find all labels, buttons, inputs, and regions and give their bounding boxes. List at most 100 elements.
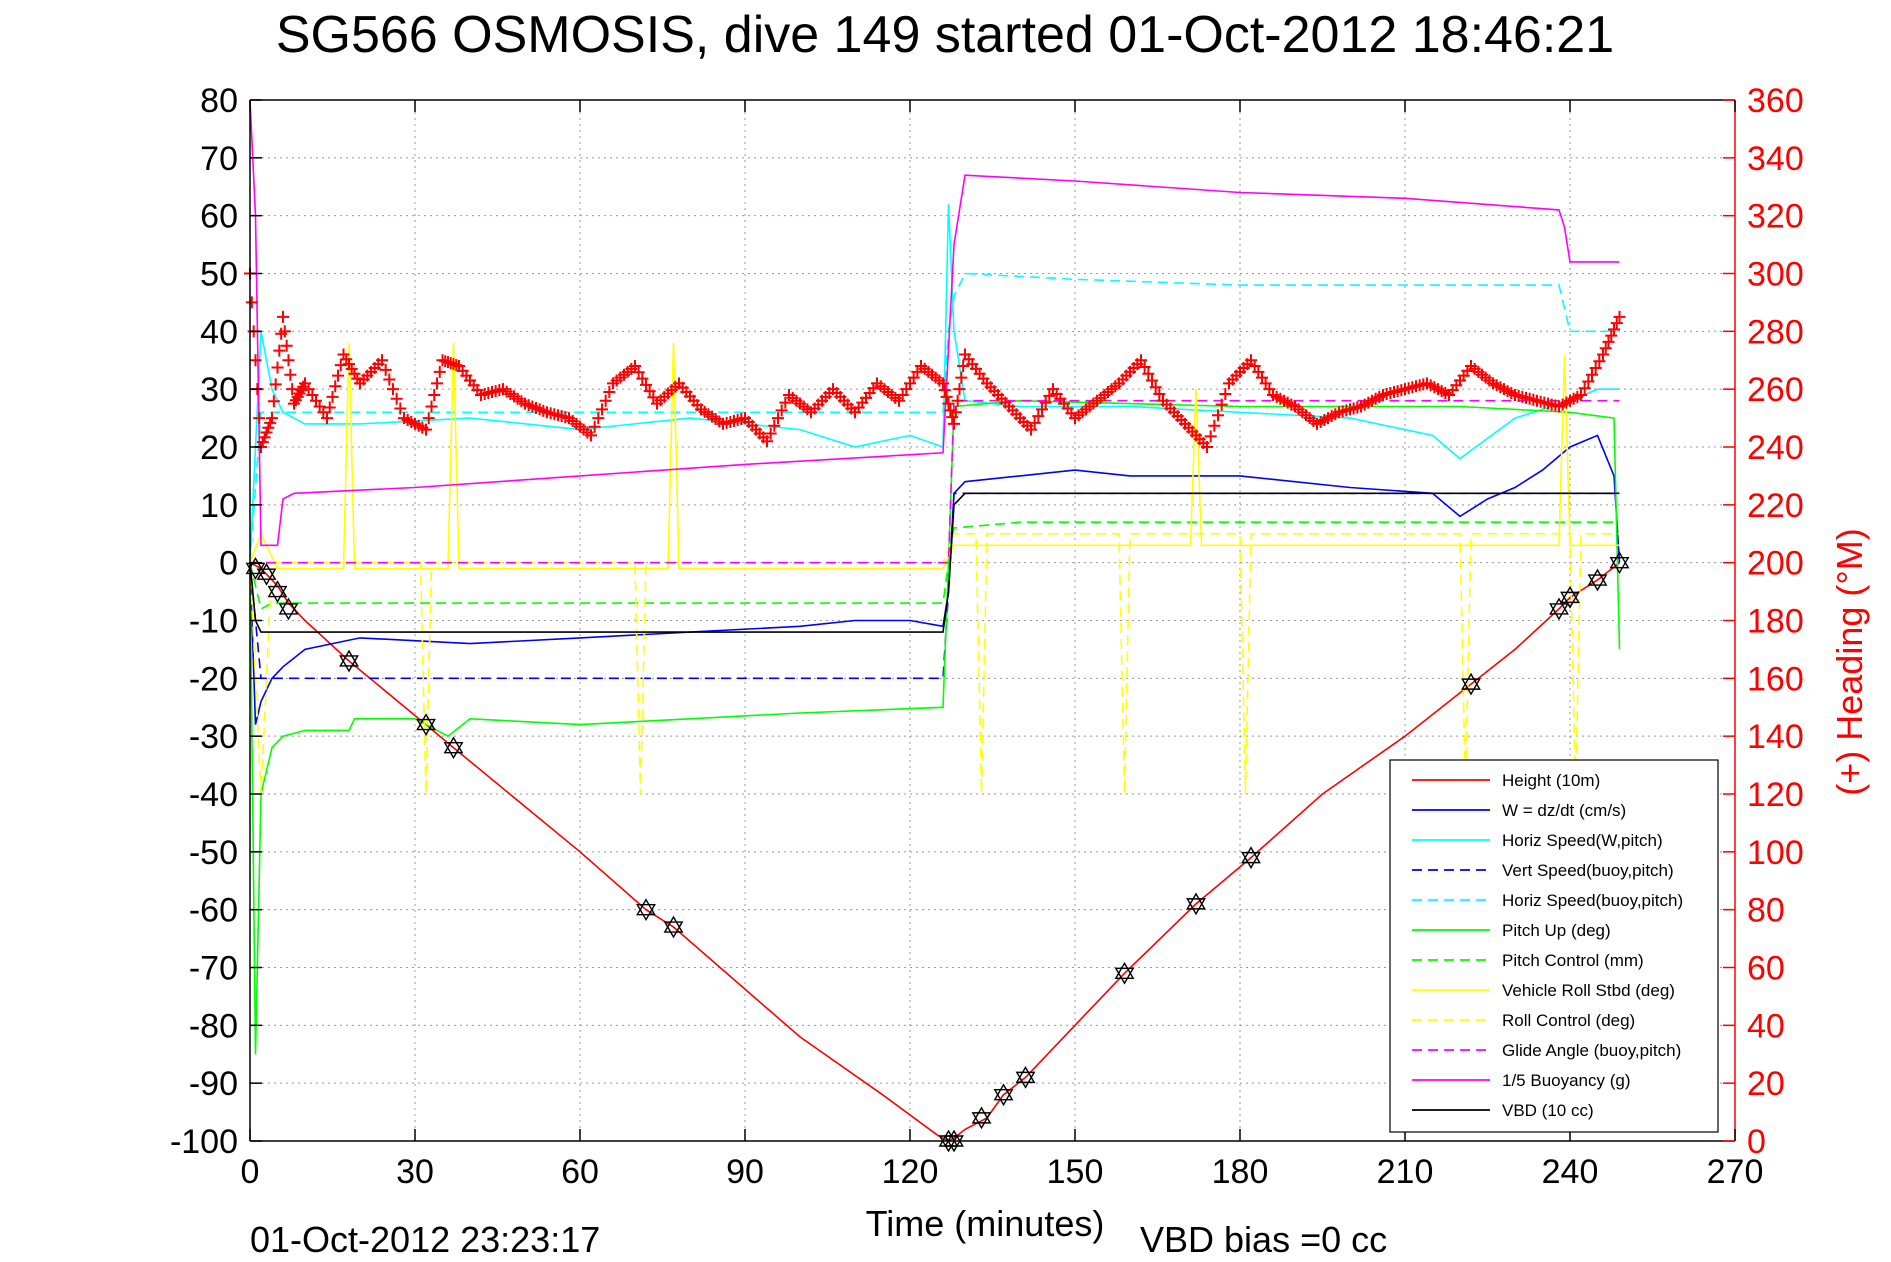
heading-marker: [394, 402, 407, 415]
legend-entry: Roll Control (deg): [1502, 1011, 1635, 1030]
x-tick-label: 270: [1707, 1153, 1764, 1191]
y2-tick-label: 80: [1747, 892, 1785, 930]
depth-marker: [339, 649, 359, 673]
heading-marker: [1204, 430, 1217, 443]
heading-marker: [632, 366, 645, 379]
legend-entry: Glide Angle (buoy,pitch): [1502, 1041, 1681, 1060]
heading-marker: [280, 339, 293, 352]
heading-marker: [1605, 329, 1618, 342]
heading-marker: [1589, 361, 1602, 374]
x-tick-label: 120: [882, 1153, 939, 1191]
legend-entry: Vehicle Roll Stbd (deg): [1502, 981, 1675, 1000]
heading-marker: [1613, 310, 1626, 323]
heading-marker: [647, 391, 660, 404]
axes: 0 30 60 90 120 150 180 210 240 270 80 70 60 50 40 30 20 1…: [170, 82, 1804, 1191]
heading-marker: [379, 363, 392, 376]
y-tick-label: -40: [189, 776, 238, 814]
heading-marker: [1032, 410, 1045, 423]
x-axis-label: Time (minutes): [866, 1203, 1105, 1244]
heading-marker: [278, 325, 291, 338]
y2-tick-label: 240: [1747, 429, 1804, 467]
y-tick-label: -100: [170, 1123, 238, 1161]
legend-entry: 1/5 Buoyancy (g): [1502, 1071, 1631, 1090]
depth-marker: [1609, 551, 1630, 575]
depth-marker: [1186, 892, 1206, 916]
heading-marker: [629, 360, 641, 373]
heading-marker: [433, 365, 446, 378]
heading-marker: [1208, 419, 1221, 432]
heading-marker: [640, 378, 652, 391]
footer-timestamp: 01-Oct-2012 23:23:17: [250, 1219, 600, 1260]
series-line: [249, 342, 1620, 570]
y-tick-label: 70: [200, 140, 238, 178]
y-tick-label: -20: [189, 660, 238, 698]
y-tick-label: 30: [200, 371, 238, 409]
x-tick-label: 30: [396, 1153, 434, 1191]
heading-marker: [249, 354, 262, 367]
chart-title: SG566 OSMOSIS, dive 149 started 01-Oct-2…: [276, 6, 1614, 64]
y-tick-label: 0: [219, 545, 238, 583]
heading-marker: [775, 404, 788, 417]
heading-marker: [1602, 335, 1615, 348]
y2-tick-label: 120: [1747, 776, 1804, 814]
x-tick-label: 210: [1377, 1153, 1434, 1191]
series-line: [250, 399, 1620, 564]
heading-marker: [1586, 368, 1598, 381]
depth-marker: [663, 915, 684, 939]
series-layer: [244, 99, 1630, 1153]
depth-marker: [1560, 585, 1580, 609]
series-line: [249, 521, 1620, 611]
heading-marker: [1146, 374, 1158, 387]
y-tick-label: 60: [200, 198, 238, 236]
heading-marker: [1043, 389, 1056, 402]
legend-entry: Horiz Speed(W,pitch): [1502, 831, 1663, 850]
x-tick-label: 150: [1047, 1153, 1104, 1191]
heading-marker: [643, 385, 656, 398]
heading-marker: [329, 380, 342, 393]
heading-marker: [1025, 423, 1037, 436]
y-tick-label: 10: [200, 487, 238, 525]
heading-marker: [273, 344, 286, 357]
heading-marker: [376, 354, 388, 367]
heading-marker: [431, 377, 443, 390]
heading-marker: [1138, 360, 1151, 373]
heading-marker: [1149, 381, 1162, 394]
y2-tick-label: 0: [1747, 1123, 1766, 1161]
heading-marker: [588, 420, 601, 433]
series-line: [249, 492, 1620, 633]
heading-marker: [326, 390, 339, 403]
depth-marker: [971, 1106, 992, 1130]
y-tick-label: 50: [200, 256, 238, 294]
heading-marker: [1593, 355, 1606, 368]
depth-marker: [267, 580, 288, 603]
y2-tick-label: 40: [1747, 1007, 1785, 1045]
y2-tick-label: 200: [1747, 545, 1804, 583]
heading-marker: [1212, 409, 1224, 422]
heading-marker: [1201, 441, 1213, 453]
depth-marker: [1015, 1065, 1036, 1089]
y2-tick-label: 260: [1747, 371, 1804, 409]
heading-marker: [1219, 387, 1232, 400]
heading-marker: [585, 429, 597, 442]
heading-marker: [937, 377, 949, 390]
y-tick-label: 80: [200, 82, 238, 120]
heading-marker: [1135, 354, 1147, 367]
heading-marker: [1597, 348, 1609, 361]
footer-vbd-bias: VBD bias =0 cc: [1140, 1219, 1387, 1260]
y2-tick-label: 280: [1747, 313, 1804, 351]
series-line: [249, 99, 1620, 547]
heading-marker: [269, 378, 282, 391]
heading-marker: [1039, 396, 1052, 409]
heading-marker: [603, 386, 616, 399]
depth-marker: [1114, 961, 1135, 985]
heading-marker: [1215, 398, 1228, 411]
heading-marker: [1142, 367, 1155, 380]
depth-marker: [636, 898, 656, 922]
heading-marker: [428, 388, 441, 401]
legend: Height (10m) W = dz/dt (cm/s) Horiz Speed(…: [1389, 759, 1719, 1133]
heading-marker: [764, 427, 777, 440]
y2-tick-label: 60: [1747, 950, 1785, 988]
depth-marker: [1461, 672, 1481, 696]
depth-marker: [1587, 568, 1608, 592]
